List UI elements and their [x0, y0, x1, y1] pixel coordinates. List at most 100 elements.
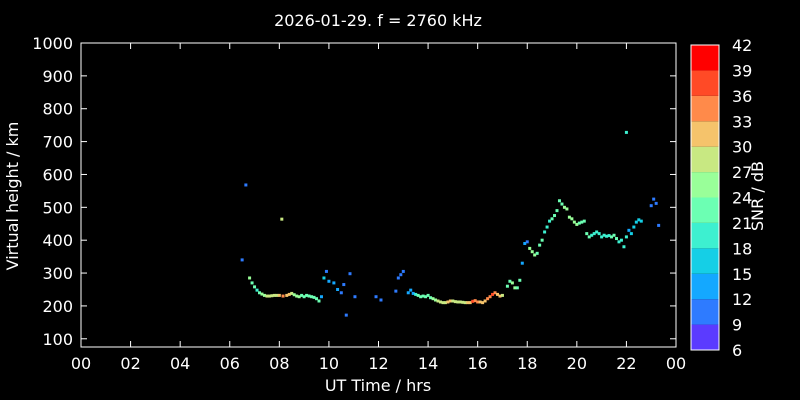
colorbar-tick-label: 15	[732, 265, 752, 284]
data-point	[605, 234, 609, 238]
data-point	[406, 291, 410, 295]
data-point	[530, 250, 534, 254]
data-point	[319, 295, 323, 299]
data-point	[560, 202, 564, 206]
data-point	[317, 299, 321, 303]
data-point	[610, 235, 614, 239]
x-tick-label: 00	[71, 354, 91, 373]
colorbar-label: SNR / dB	[748, 161, 767, 231]
x-tick-label: 22	[616, 354, 636, 373]
data-point	[548, 219, 552, 223]
data-point	[396, 276, 400, 280]
data-point	[267, 294, 271, 298]
data-point	[555, 209, 559, 213]
data-point	[431, 297, 435, 301]
data-point	[562, 205, 566, 209]
data-point	[570, 217, 574, 221]
colorbar-segment	[691, 299, 719, 325]
data-point	[240, 258, 244, 262]
data-point	[419, 295, 423, 299]
data-point	[513, 286, 517, 290]
data-point	[456, 300, 460, 304]
colorbar-segment	[691, 95, 719, 122]
data-point	[468, 301, 472, 305]
data-point	[575, 222, 579, 226]
colorbar-tick-label: 36	[732, 87, 752, 106]
data-point	[290, 291, 294, 295]
data-point	[434, 298, 438, 302]
data-point	[652, 197, 656, 201]
data-point	[498, 294, 502, 298]
data-point	[585, 232, 589, 236]
colorbar-segment	[691, 45, 719, 71]
data-point	[510, 281, 514, 285]
data-point	[302, 295, 306, 299]
data-point	[285, 293, 289, 297]
data-point	[421, 294, 425, 298]
data-point	[617, 240, 621, 244]
data-point	[411, 291, 415, 295]
data-point	[654, 201, 658, 205]
y-tick-label: 700	[42, 133, 73, 152]
data-point	[637, 218, 641, 222]
data-point	[281, 294, 285, 298]
colorbar-tick-label: 27	[732, 163, 752, 182]
data-point	[324, 269, 328, 273]
colorbar-segment	[691, 70, 719, 96]
data-point	[597, 232, 601, 236]
data-point	[520, 261, 524, 265]
x-tick-label: 14	[418, 354, 438, 373]
data-point	[277, 293, 281, 297]
data-point	[553, 214, 557, 218]
colorbar-segment	[691, 172, 719, 198]
data-point	[649, 204, 653, 208]
data-point	[295, 294, 299, 298]
plot-frame	[80, 42, 677, 348]
x-axis-label: UT Time / hrs	[325, 376, 431, 395]
x-tick-label: 08	[269, 354, 289, 373]
data-point	[436, 299, 440, 303]
y-axis-label: Virtual height / km	[3, 122, 22, 271]
data-point	[458, 300, 462, 304]
data-point	[488, 295, 492, 299]
data-point	[443, 301, 447, 305]
data-point	[424, 295, 428, 299]
data-point	[525, 240, 529, 244]
data-point	[476, 300, 480, 304]
y-tick-label: 500	[42, 198, 73, 217]
chart-title: 2026-01-29. f = 2760 kHz	[274, 11, 482, 30]
y-tick-label: 1000	[32, 34, 73, 53]
data-point	[466, 301, 470, 305]
data-point	[550, 217, 554, 221]
x-tick-label: 18	[517, 354, 537, 373]
data-point	[292, 293, 296, 297]
y-tick-label: 600	[42, 165, 73, 184]
x-tick-label: 12	[368, 354, 388, 373]
colorbar-tick-label: 21	[732, 214, 752, 233]
data-point	[394, 289, 398, 293]
data-point	[538, 243, 542, 247]
data-point	[312, 295, 316, 299]
data-point	[657, 223, 661, 227]
data-point	[446, 300, 450, 304]
colorbar-segment	[691, 121, 719, 147]
data-point	[409, 288, 413, 292]
data-point	[615, 237, 618, 241]
data-point	[416, 293, 420, 297]
data-point	[339, 291, 343, 295]
data-point	[483, 299, 487, 303]
data-point	[595, 230, 599, 234]
data-point	[493, 291, 497, 295]
colorbar-tick-label: 9	[732, 316, 742, 335]
data-point	[627, 228, 631, 232]
data-point	[543, 230, 547, 234]
data-point	[348, 272, 352, 276]
data-point	[486, 297, 490, 301]
data-point	[327, 279, 331, 283]
x-tick-label: 02	[120, 354, 140, 373]
data-point	[523, 241, 527, 245]
colorbar-tick-label: 42	[732, 36, 752, 55]
data-point	[448, 299, 452, 303]
data-point	[572, 220, 576, 224]
data-point	[632, 225, 636, 229]
